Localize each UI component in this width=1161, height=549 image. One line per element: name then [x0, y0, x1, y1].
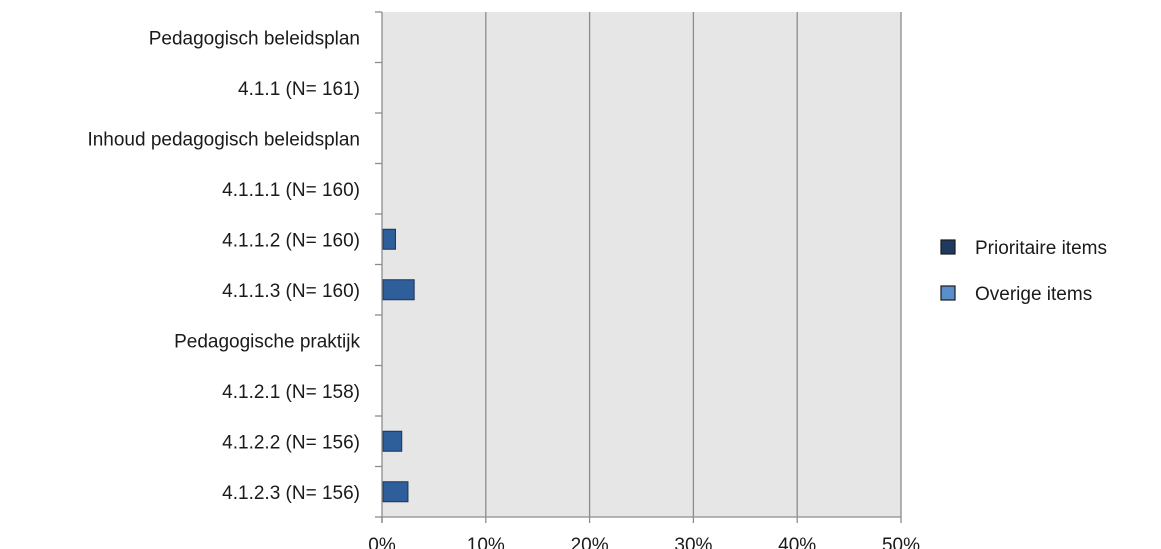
axes: [375, 11, 902, 523]
bar: [382, 228, 396, 250]
legend-swatch: [940, 239, 956, 255]
x-tick-label: 40%: [778, 535, 816, 549]
category-label: Pedagogisch beleidsplan: [149, 28, 360, 49]
x-tick-labels: 0% 10% 20% 30% 40% 50%: [368, 535, 920, 549]
category-labels: Pedagogisch beleidsplan 4.1.1 (N= 161) Inh…: [87, 28, 360, 504]
category-label: Pedagogische praktijk: [174, 331, 360, 352]
bar: [382, 279, 415, 301]
bars: [382, 228, 415, 503]
category-label: 4.1.2.2 (N= 156): [222, 432, 360, 453]
category-label: 4.1.2.3 (N= 156): [222, 483, 360, 504]
plot-area: [382, 12, 901, 517]
category-label: 4.1.1.3 (N= 160): [222, 281, 360, 302]
x-tick-label: 0%: [368, 535, 396, 549]
category-label: Inhoud pedagogisch beleidsplan: [87, 129, 360, 150]
category-label: 4.1.1.1 (N= 160): [222, 180, 360, 201]
category-label: 4.1.1 (N= 161): [238, 79, 360, 100]
legend: Prioritaire items Overige items: [940, 238, 1107, 305]
category-label: 4.1.2.1 (N= 158): [222, 382, 360, 403]
bar: [382, 430, 403, 452]
bar: [382, 481, 409, 503]
category-label: 4.1.1.2 (N= 160): [222, 230, 360, 251]
x-tick-label: 20%: [571, 535, 609, 549]
gridlines: [485, 12, 902, 517]
legend-label: Prioritaire items: [975, 238, 1107, 259]
legend-swatch: [940, 285, 956, 301]
x-tick-label: 10%: [467, 535, 505, 549]
legend-label: Overige items: [975, 284, 1092, 305]
x-tick-label: 50%: [882, 535, 920, 549]
x-tick-label: 30%: [674, 535, 712, 549]
